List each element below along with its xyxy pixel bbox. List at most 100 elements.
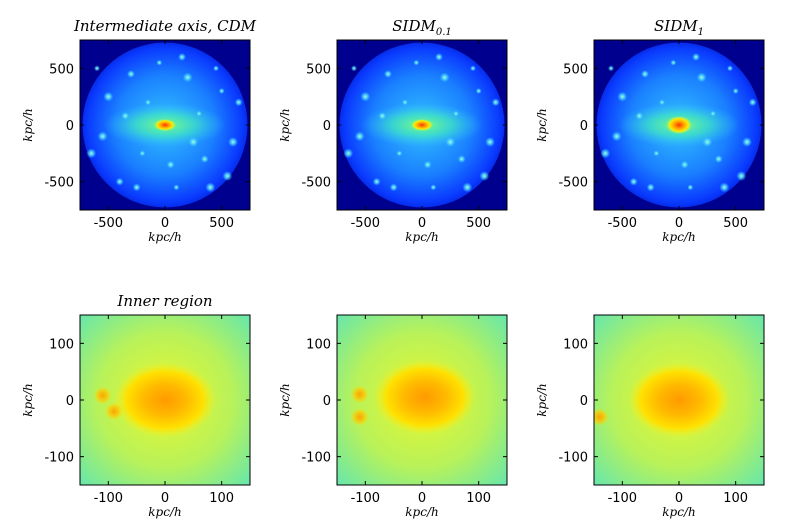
substructure-spot [445, 137, 456, 147]
substructure-spot [402, 99, 408, 106]
y-axis-label: kpc/h [535, 383, 549, 416]
x-tick-label: 100 [466, 491, 491, 506]
substructure-spot [485, 137, 495, 147]
density-map [594, 40, 764, 210]
substructure-spot [343, 148, 354, 159]
substructure-spot [727, 65, 733, 72]
panel-title-subscript: 1 [698, 27, 704, 38]
x-tick-label: 100 [209, 491, 234, 506]
substructure-spot [611, 131, 622, 142]
density-peak [114, 362, 216, 438]
substructure-spot [608, 65, 614, 72]
x-tick-label: 0 [675, 491, 683, 506]
y-tick-label: 0 [323, 119, 331, 134]
substructure-spot [635, 111, 644, 120]
substructure-spot [470, 65, 476, 72]
substructure-spot [234, 98, 243, 107]
y-tick-label: 100 [563, 337, 588, 352]
substructure-spot [196, 110, 202, 117]
substructure-spot [439, 72, 450, 83]
y-axis-label: kpc/h [278, 383, 292, 416]
x-tick-label: 100 [723, 491, 748, 506]
substructure-spot [687, 184, 694, 191]
x-tick-label: -100 [94, 491, 124, 506]
density-map [80, 315, 250, 485]
substructure-spot [646, 183, 655, 192]
substructure-spot [680, 160, 689, 169]
x-tick-label: -500 [608, 216, 638, 231]
density-peak [411, 119, 433, 131]
substructure-spot [435, 53, 443, 61]
substructure-spot [350, 408, 369, 426]
substructure-spot [748, 98, 757, 107]
y-tick-label: 500 [306, 62, 331, 77]
substructure-spot [714, 155, 723, 163]
panel-5: -100 0 100 -100 0 100 kpc/h kpc/h [278, 314, 508, 519]
x-tick-label: -500 [351, 216, 381, 231]
substructure-spot [350, 385, 369, 404]
y-tick-label: 0 [66, 394, 74, 409]
substructure-spot [594, 408, 609, 426]
substructure-spot [384, 70, 392, 78]
x-tick-label: 0 [418, 216, 426, 231]
y-tick-label: 0 [66, 119, 74, 134]
panel-title: Intermediate axis, CDM [73, 17, 257, 35]
density-map [337, 40, 507, 210]
substructure-spot [213, 65, 219, 72]
substructure-spot [94, 65, 100, 72]
substructure-spot [413, 59, 420, 66]
substructure-spot [696, 72, 707, 83]
substructure-spot [462, 182, 473, 193]
substructure-spot [600, 148, 611, 159]
substructure-spot [360, 91, 371, 102]
y-tick-label: 100 [49, 337, 74, 352]
substructure-spot [182, 72, 193, 83]
substructure-spot [479, 171, 490, 181]
x-tick-label: 500 [466, 216, 491, 231]
substructure-spot [222, 171, 233, 181]
substructure-spot [396, 150, 403, 157]
y-tick-label: 500 [49, 62, 74, 77]
y-tick-label: 0 [580, 394, 588, 409]
x-tick-label: 0 [675, 216, 683, 231]
x-tick-label: -100 [608, 491, 638, 506]
density-peak [373, 359, 476, 435]
x-tick-label: -100 [351, 491, 381, 506]
panel-3: -500 0 500 -500 0 500 kpc/h kpc/h SIDM1 [535, 17, 765, 244]
y-tick-label: -500 [558, 176, 588, 191]
substructure-spot [475, 88, 482, 94]
substructure-spot [653, 150, 660, 157]
x-axis-label: kpc/h [662, 505, 695, 519]
x-tick-label: 500 [209, 216, 234, 231]
substructure-spot [105, 402, 123, 421]
substructure-spot [132, 183, 141, 192]
y-axis-label: kpc/h [278, 108, 292, 141]
substructure-spot [103, 91, 114, 102]
substructure-spot [692, 53, 700, 61]
substructure-spot [97, 131, 108, 142]
substructure-spot [121, 111, 130, 120]
y-tick-label: -100 [44, 451, 74, 466]
panel-2: -500 0 500 -500 0 500 kpc/h kpc/h SIDM0.1 [278, 17, 508, 244]
substructure-spot [378, 111, 387, 120]
x-tick-label: 500 [723, 216, 748, 231]
substructure-spot [372, 177, 381, 186]
density-map [80, 40, 250, 210]
substructure-spot [93, 386, 112, 405]
panel-title: SIDM1 [654, 17, 704, 38]
substructure-spot [139, 150, 146, 157]
substructure-spot [742, 137, 752, 147]
density-peak [154, 119, 176, 131]
x-axis-label: kpc/h [148, 505, 181, 519]
density-map [594, 315, 764, 485]
substructure-spot [732, 88, 739, 94]
y-tick-label: 0 [323, 394, 331, 409]
substructure-spot [354, 131, 365, 142]
x-axis-label: kpc/h [148, 230, 181, 244]
y-axis-label: kpc/h [21, 108, 35, 141]
density-map [337, 315, 507, 485]
substructure-spot [423, 160, 432, 169]
density-peak [628, 362, 730, 438]
substructure-spot [719, 182, 730, 193]
